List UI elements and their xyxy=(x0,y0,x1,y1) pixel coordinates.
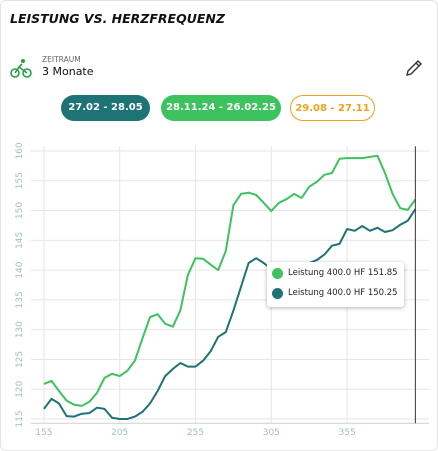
tooltip-dot xyxy=(272,288,283,299)
x-tick-label: 305 xyxy=(263,428,280,438)
y-tick-label: 120 xyxy=(15,380,25,397)
y-tick-label: 155 xyxy=(15,172,25,189)
filter-button[interactable]: 29.08 - 27.11 xyxy=(290,95,375,121)
x-tick-label: 355 xyxy=(339,428,356,438)
tooltip: Leistung 400.0 HF 151.85 Leistung 400.0 H… xyxy=(267,262,404,307)
tooltip-dot xyxy=(272,268,283,279)
edit-icon[interactable] xyxy=(404,58,424,78)
y-tick-label: 130 xyxy=(15,321,25,338)
filter-button[interactable]: 27.02 - 28.05 xyxy=(61,95,150,121)
line-series xyxy=(43,154,417,407)
period-value: 3 Monate xyxy=(42,65,94,78)
x-tick-label: 205 xyxy=(111,428,128,438)
tooltip-text: Leistung 400.0 HF 151.85 xyxy=(288,268,398,278)
y-tick-label: 115 xyxy=(15,410,25,427)
filter-button[interactable]: 28.11.24 - 26.02.25 xyxy=(161,95,281,121)
title: LEISTUNG VS. HERZFREQUENZ xyxy=(10,11,225,26)
y-tick-label: 150 xyxy=(15,202,25,219)
bike-icon xyxy=(10,59,32,78)
line-series xyxy=(43,208,417,420)
y-tick-label: 140 xyxy=(15,261,25,278)
tooltip-text: Leistung 400.0 HF 150.25 xyxy=(288,288,398,298)
y-tick-label: 135 xyxy=(15,291,25,308)
y-tick-label: 145 xyxy=(15,232,25,249)
y-tick-label: 160 xyxy=(15,142,25,159)
x-tick-label: 155 xyxy=(35,428,52,438)
x-tick-label: 255 xyxy=(187,428,204,438)
y-tick-label: 125 xyxy=(15,351,25,368)
period-label: ZEITRAUM xyxy=(42,55,81,64)
